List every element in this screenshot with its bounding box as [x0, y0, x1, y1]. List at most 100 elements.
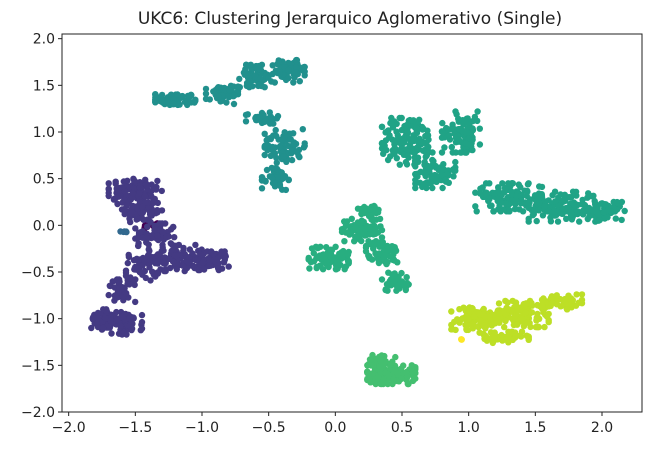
point	[501, 188, 508, 196]
point	[128, 326, 135, 334]
point	[266, 109, 273, 116]
point	[563, 306, 571, 313]
point	[290, 79, 297, 86]
point	[293, 148, 300, 155]
point	[172, 252, 180, 260]
point	[365, 252, 372, 259]
point	[561, 193, 569, 200]
point	[526, 199, 533, 206]
point	[596, 216, 603, 224]
point	[144, 223, 151, 230]
point	[262, 142, 269, 149]
point	[453, 134, 460, 141]
point	[341, 238, 348, 245]
point	[451, 318, 458, 326]
point	[116, 193, 123, 200]
point	[412, 375, 419, 382]
point	[451, 125, 458, 133]
point	[385, 372, 392, 379]
point	[397, 280, 404, 287]
cluster-7	[448, 291, 586, 347]
point	[509, 308, 516, 315]
point	[105, 192, 112, 200]
point	[541, 203, 548, 210]
point	[159, 98, 166, 105]
point	[412, 184, 419, 192]
point	[585, 190, 592, 197]
point	[269, 70, 276, 78]
point	[369, 351, 376, 359]
point	[411, 149, 418, 157]
point	[171, 234, 178, 241]
point	[112, 292, 119, 299]
point	[152, 96, 159, 104]
point	[552, 198, 559, 205]
point	[105, 180, 112, 187]
point	[258, 185, 266, 192]
point	[341, 266, 348, 273]
point	[174, 91, 181, 98]
point	[413, 125, 420, 132]
point	[94, 323, 102, 331]
point	[111, 284, 119, 291]
point	[267, 134, 274, 142]
y-tick-label: −2.0	[21, 405, 55, 421]
point	[590, 192, 597, 199]
point	[534, 314, 541, 321]
point	[474, 108, 481, 115]
point	[542, 198, 549, 205]
point	[242, 66, 249, 73]
point	[464, 124, 471, 132]
point	[375, 256, 382, 264]
cluster-2	[117, 228, 130, 236]
point	[439, 119, 446, 127]
point	[559, 205, 566, 212]
point	[283, 158, 290, 165]
cluster-6	[364, 351, 419, 388]
point	[491, 320, 499, 327]
point	[133, 216, 140, 223]
point	[202, 95, 210, 103]
point	[113, 276, 121, 283]
point	[442, 178, 450, 185]
point	[136, 190, 143, 197]
point	[223, 99, 230, 106]
point	[523, 332, 530, 339]
point	[524, 181, 532, 188]
point	[226, 87, 233, 94]
point	[504, 299, 511, 306]
point	[225, 263, 232, 270]
point	[160, 260, 167, 267]
point	[150, 199, 157, 206]
point	[141, 193, 149, 200]
point	[422, 169, 430, 176]
point	[403, 161, 411, 168]
x-axis: −2.0 −1.5 −1.0 −0.5 0.0 0.5 1.0 1.5 2.0	[52, 412, 613, 436]
point	[471, 313, 478, 320]
point	[369, 370, 376, 377]
cluster-1	[88, 175, 232, 338]
point	[256, 65, 263, 73]
point	[429, 149, 436, 156]
point	[536, 183, 543, 190]
point	[175, 241, 183, 249]
point	[268, 174, 276, 182]
point	[412, 163, 419, 170]
point	[288, 156, 296, 164]
point	[102, 315, 109, 322]
point	[461, 149, 469, 156]
point	[424, 132, 432, 139]
point	[179, 262, 186, 269]
point	[136, 229, 144, 236]
point	[398, 138, 405, 146]
point	[491, 335, 498, 342]
point	[563, 215, 570, 222]
point	[94, 314, 102, 322]
point	[429, 184, 436, 192]
point	[501, 323, 508, 331]
point	[274, 174, 281, 181]
point	[94, 309, 102, 317]
point	[429, 160, 437, 168]
point	[525, 215, 532, 222]
point	[384, 156, 392, 164]
